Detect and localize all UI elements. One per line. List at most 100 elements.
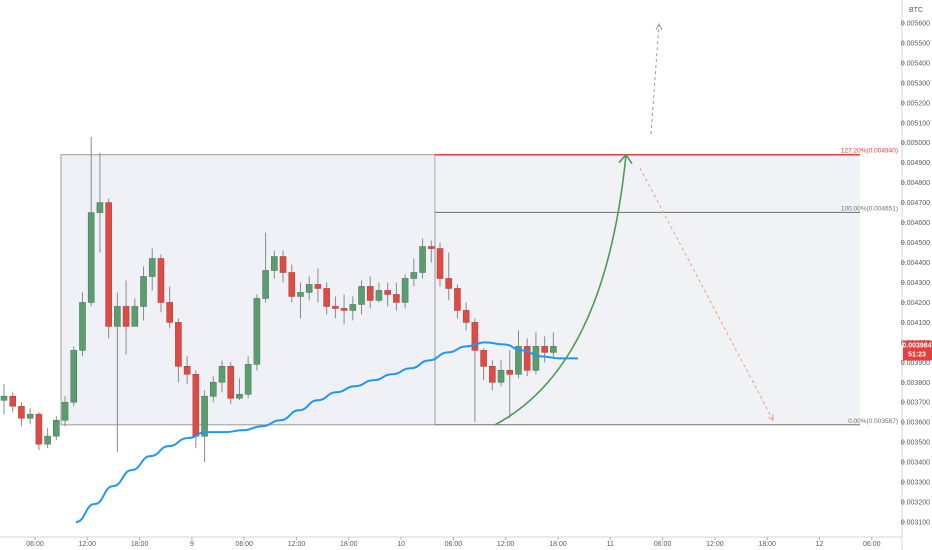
price-tick-label: 0.004800 [901, 180, 930, 187]
price-badge: 0.003984 51:23 [902, 340, 932, 361]
candle [297, 282, 304, 319]
price-tick-label: 0.005500 [901, 40, 930, 47]
price-tick-label: 0.005300 [901, 80, 930, 87]
candle [114, 292, 121, 453]
fib-level-label: 127.20%(0.004940) [841, 148, 898, 155]
price-tick-label: 0.004100 [901, 320, 930, 327]
price-tick-label: 0.003500 [901, 440, 930, 447]
candle [44, 428, 51, 449]
candle [244, 356, 252, 399]
candle [497, 360, 505, 387]
price-tick-label: 0.004700 [901, 200, 930, 207]
candle [445, 252, 453, 301]
time-tick-label: 06:00 [863, 541, 881, 548]
candle [105, 198, 112, 339]
candle [332, 296, 339, 319]
dashed-up-arrowhead-icon [655, 22, 663, 31]
candle [201, 390, 208, 463]
price-tick-label: 0.003400 [901, 460, 930, 467]
candle [87, 136, 95, 307]
candle [471, 318, 479, 423]
time-tick-label: 18:00 [549, 541, 567, 548]
candle [550, 332, 557, 359]
candle [70, 346, 78, 407]
time-tick-label: 06:00 [26, 541, 44, 548]
candle [148, 248, 156, 291]
candle [262, 232, 269, 303]
candle [340, 294, 348, 325]
candle [489, 360, 496, 391]
price-tick-label: 0.004400 [901, 260, 930, 267]
candle [157, 254, 165, 313]
candle [96, 152, 104, 253]
candle [122, 280, 130, 355]
candle [61, 396, 69, 427]
candles [0, 136, 557, 463]
candle [305, 276, 313, 301]
candle [323, 282, 330, 315]
price-tick-label: 0.005000 [901, 140, 930, 147]
candle [209, 376, 217, 403]
candle [419, 238, 426, 279]
candle [253, 294, 261, 371]
price-tick-label: 0.003700 [901, 400, 930, 407]
candle [314, 268, 322, 303]
candle [454, 284, 461, 319]
candle [166, 286, 173, 329]
dashed-up-arrow[interactable] [650, 23, 660, 135]
price-tick-label: 0.003100 [901, 520, 930, 527]
candle [131, 298, 139, 327]
dashed-down-arrowhead-icon [767, 414, 774, 421]
fib-extension-box[interactable] [435, 154, 860, 425]
time-tick-label: 10 [397, 541, 405, 548]
candle [401, 274, 409, 309]
time-tick-label: 18:00 [758, 541, 776, 548]
time-tick-label: 12:00 [288, 541, 306, 548]
candle [9, 392, 17, 413]
time-axis[interactable]: 06:00 12:00 18:00 9 06:00 12:00 18:00 10 06:00 12… [26, 537, 881, 548]
candle [53, 416, 60, 441]
time-tick-label: 12 [816, 541, 824, 548]
candle [384, 282, 391, 307]
price-tick-label: 0.005400 [901, 60, 930, 67]
price-tick-label: 0.003800 [901, 380, 930, 387]
candle [375, 282, 383, 303]
candle [227, 362, 235, 405]
time-tick-label: 12:00 [79, 541, 97, 548]
candle [140, 266, 147, 321]
price-tick-label: 0.004600 [901, 220, 930, 227]
candle [410, 258, 418, 287]
price-tick-label: 0.004900 [901, 160, 930, 167]
candle [436, 242, 444, 287]
price-axis[interactable]: 0.003100 0.003200 0.003300 0.003400 0.003500… [901, 20, 930, 526]
price-tick-label: 0.003600 [901, 420, 930, 427]
candle [218, 360, 226, 393]
fib-level-label: 0.00%(0.003587) [848, 418, 898, 425]
candle [506, 350, 514, 419]
last-price-label: 0.003984 [902, 343, 931, 350]
candle [393, 282, 400, 311]
time-tick-label: 9 [190, 541, 194, 548]
candle [523, 338, 531, 377]
time-tick-label: 12:00 [497, 541, 515, 548]
candle [349, 296, 357, 321]
candle [35, 412, 43, 451]
projection-curve-arrow[interactable] [494, 154, 627, 426]
candle [0, 384, 8, 415]
candle [427, 240, 435, 263]
candle [541, 336, 548, 363]
candle-timer-label: 51:23 [908, 352, 926, 359]
price-tick-label: 0.003900 [901, 360, 930, 367]
price-tick-label: 0.004200 [901, 300, 930, 307]
candle [532, 332, 540, 375]
candle [18, 402, 25, 427]
time-tick-label: 06:00 [445, 541, 463, 548]
price-tick-label: 0.005100 [901, 120, 930, 127]
moving-average-line [75, 341, 578, 524]
price-tick-label: 0.004300 [901, 280, 930, 287]
time-tick-label: 11 [607, 541, 614, 548]
fib-level-label: 100.00%(0.004651) [841, 205, 898, 212]
price-tick-label: 0.003200 [901, 500, 930, 507]
candle [358, 280, 365, 315]
